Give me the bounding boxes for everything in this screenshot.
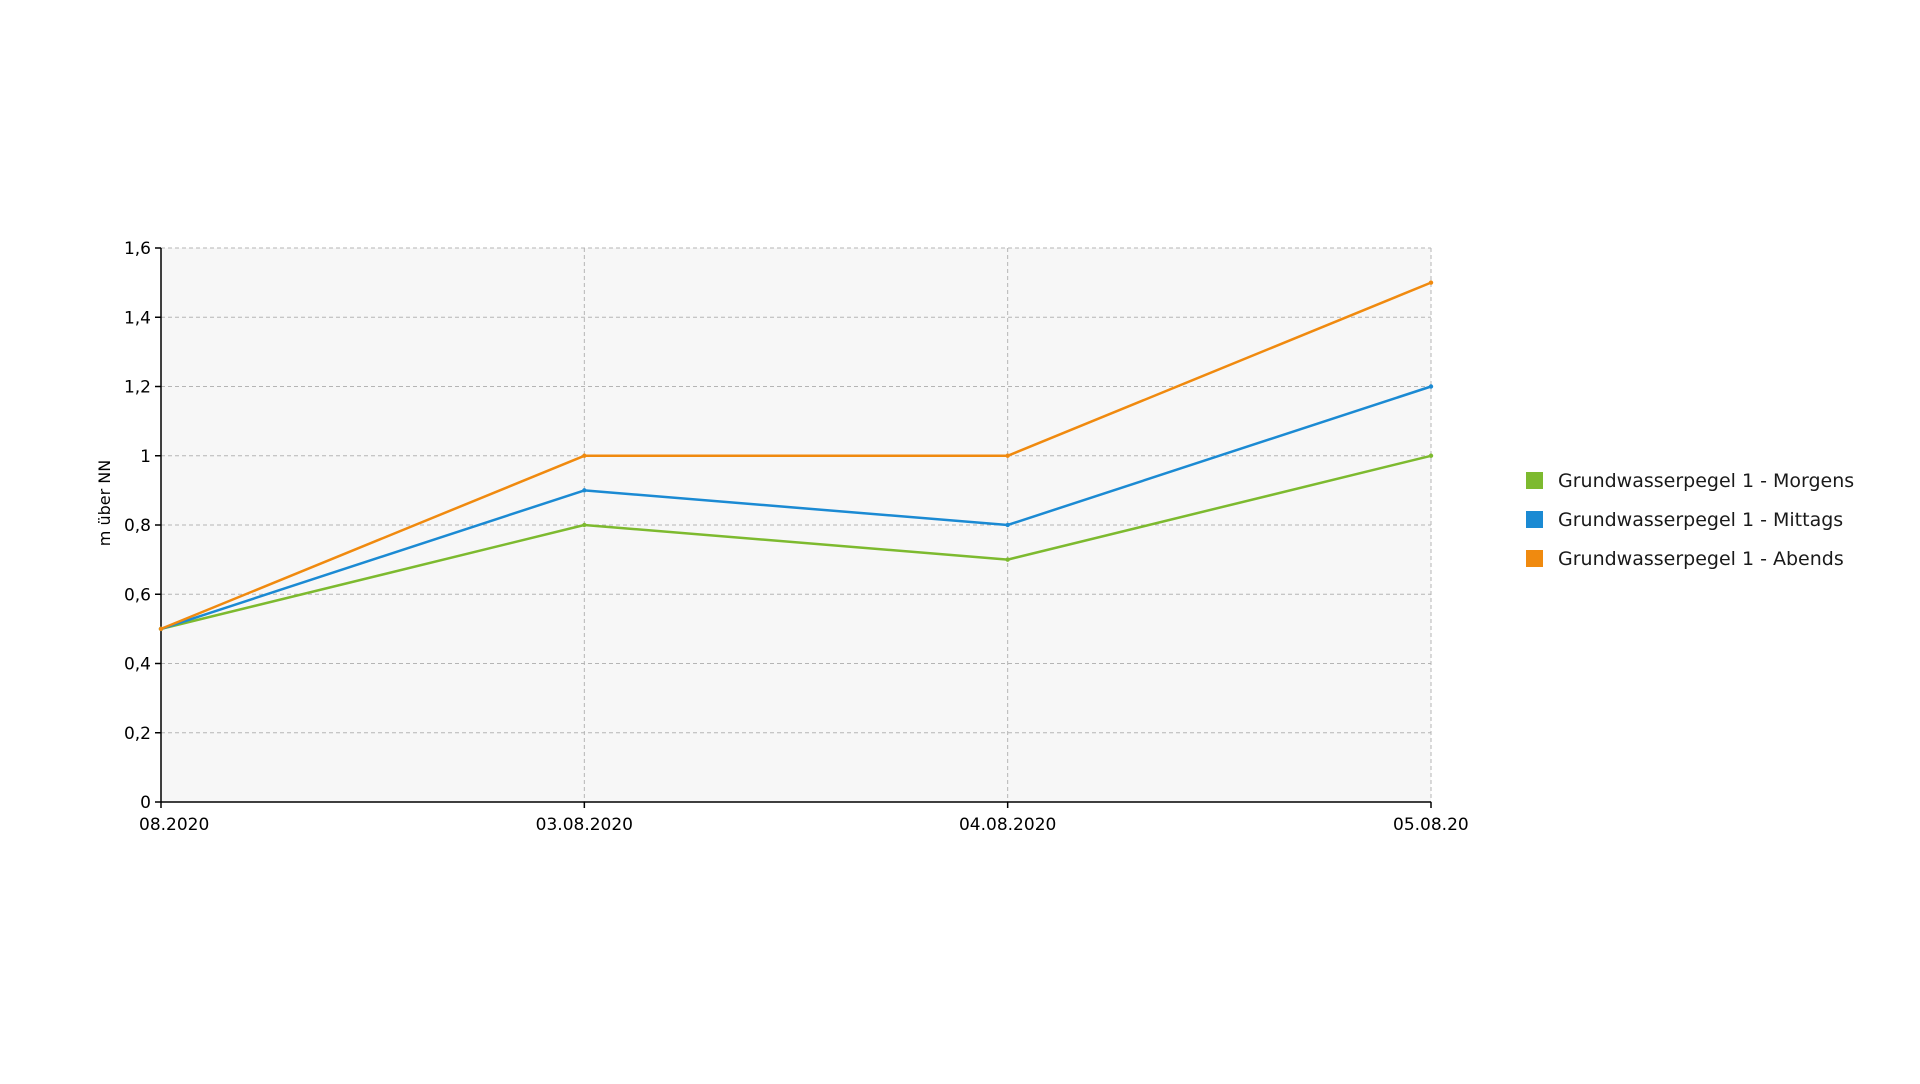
x-tick-label: 08.2020: [139, 815, 209, 835]
legend-swatch: [1526, 511, 1543, 528]
y-tick-labels: 0 0,2 0,4 0,6 0,8 1 1,2 1,4 1,6: [124, 239, 151, 813]
legend-swatch: [1526, 472, 1543, 489]
legend-swatch: [1526, 550, 1543, 567]
y-tick-label: 1,2: [124, 378, 151, 398]
data-point: [1428, 280, 1434, 285]
series-line: [160, 281, 1432, 631]
y-tick-label: 0,2: [124, 724, 151, 744]
data-point: [1428, 384, 1434, 389]
axes: [160, 248, 1431, 803]
series-line: [160, 385, 1432, 631]
legend: Grundwasserpegel 1 - Morgens Grundwasserp…: [1526, 470, 1854, 570]
x-tick-label: 04.08.2020: [959, 815, 1056, 835]
x-tick-label: 03.08.2020: [536, 815, 633, 835]
legend-label: Grundwasserpegel 1 - Mittags: [1558, 509, 1843, 531]
legend-label: Grundwasserpegel 1 - Morgens: [1558, 470, 1854, 492]
x-tick-label: 05.08.20: [1393, 815, 1469, 835]
y-tick-label: 1: [140, 447, 151, 467]
y-tick-label: 1,6: [124, 239, 151, 259]
data-point: [1005, 522, 1010, 528]
data-point: [1428, 453, 1434, 458]
series-lines: [158, 280, 1434, 632]
data-point: [158, 626, 164, 632]
y-tick-label: 1,4: [124, 308, 151, 328]
legend-label: Grundwasserpegel 1 - Abends: [1558, 548, 1844, 570]
data-point: [1005, 557, 1010, 562]
data-point: [1005, 453, 1010, 458]
data-point: [582, 453, 587, 458]
series-line: [160, 454, 1432, 631]
data-point: [582, 488, 587, 493]
y-tick-label: 0,8: [124, 516, 151, 536]
y-tick-label: 0,4: [124, 655, 151, 675]
y-tick-label: 0: [140, 793, 151, 813]
y-axis-title: m über NN: [95, 460, 114, 546]
x-tick-labels: 08.2020 03.08.2020 04.08.2020 05.08.20: [139, 815, 1469, 835]
data-point: [582, 522, 587, 528]
y-tick-label: 0,6: [124, 585, 151, 605]
